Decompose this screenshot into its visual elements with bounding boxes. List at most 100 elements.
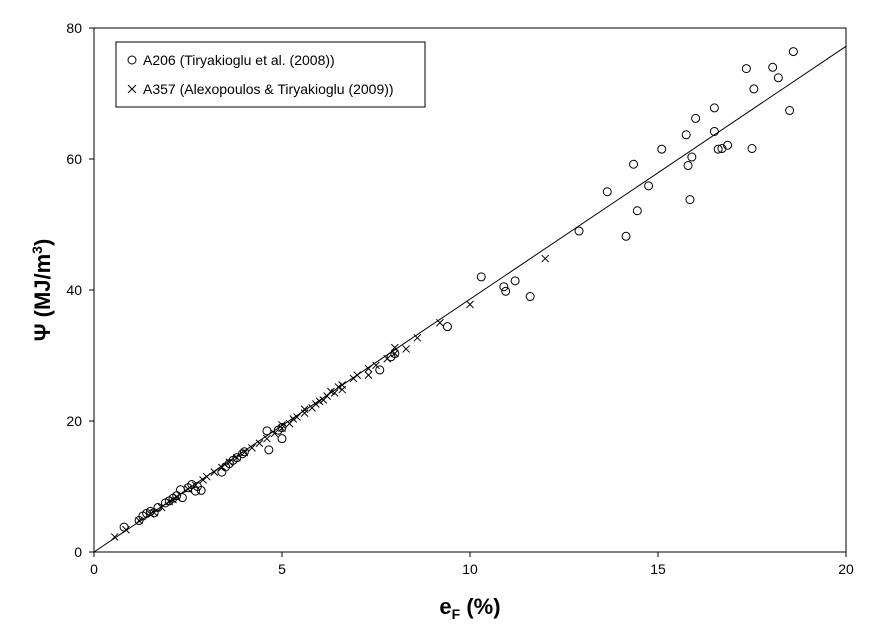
y-tick-label: 0	[74, 544, 82, 560]
point-a357	[165, 497, 174, 506]
point-a357	[225, 458, 234, 467]
point-a206	[476, 272, 486, 282]
point-a357	[402, 345, 410, 353]
data-points	[110, 47, 798, 541]
point-a206	[723, 140, 733, 150]
point-a357	[338, 381, 347, 389]
point-a357	[191, 481, 200, 490]
point-a357	[300, 405, 309, 414]
point-a357	[210, 468, 219, 476]
point-a357	[364, 371, 373, 380]
point-a206	[574, 226, 584, 236]
point-a357	[334, 383, 343, 391]
point-a357	[466, 300, 474, 309]
x-tick-label: 5	[278, 561, 286, 577]
point-a206	[768, 62, 778, 72]
point-a206	[709, 103, 719, 113]
x-tick-label: 0	[90, 561, 98, 577]
point-a357	[330, 388, 339, 397]
point-a206	[685, 195, 695, 205]
point-a206	[510, 276, 520, 286]
point-a206	[773, 73, 783, 83]
x-tick-label: 15	[650, 561, 666, 577]
point-a206	[632, 206, 642, 216]
point-a206	[196, 485, 206, 495]
legend: A206 (Tiryakioglu et al. (2008)) A357 (A…	[115, 41, 426, 108]
point-a206	[442, 322, 452, 332]
point-a206	[657, 144, 667, 154]
point-a357	[541, 254, 550, 263]
y-tick-label: 60	[66, 151, 82, 167]
point-a206	[691, 113, 701, 123]
point-a206	[239, 447, 249, 457]
point-a357	[353, 371, 362, 380]
point-a206	[525, 292, 535, 302]
point-a357	[390, 349, 399, 358]
point-a206	[177, 493, 187, 503]
point-a357	[323, 392, 331, 400]
legend-label-a206: A206 (Tiryakioglu et al. (2008))	[143, 52, 335, 68]
x-tick-label: 20	[838, 561, 854, 577]
point-a206	[713, 144, 723, 154]
point-a206	[709, 126, 719, 136]
x-axis-title: eF (%)	[439, 594, 500, 622]
point-a357	[248, 444, 256, 452]
point-a206	[788, 47, 798, 57]
point-a357	[240, 448, 249, 457]
point-a357	[169, 495, 177, 504]
point-a357	[311, 400, 320, 408]
point-a357	[217, 463, 226, 472]
point-a357	[383, 354, 392, 363]
point-a206	[238, 449, 248, 459]
point-a357	[255, 439, 264, 448]
y-tick-label: 20	[66, 413, 82, 429]
point-a357	[289, 415, 298, 423]
legend-marker-circle	[127, 55, 137, 65]
point-a206	[277, 434, 287, 444]
point-a357	[233, 453, 241, 462]
point-a206	[191, 486, 201, 496]
point-a357	[135, 516, 143, 525]
point-a206	[501, 286, 511, 296]
point-a206	[683, 161, 693, 171]
y-tick-label: 80	[66, 20, 82, 36]
point-a357	[285, 419, 294, 428]
point-a206	[741, 64, 751, 74]
point-a206	[375, 365, 385, 375]
point-a357	[372, 361, 380, 370]
point-a206	[262, 426, 272, 436]
point-a206	[145, 506, 155, 516]
point-a206	[749, 84, 759, 94]
point-a357	[172, 493, 181, 501]
point-a357	[364, 364, 373, 373]
point-a206	[629, 159, 639, 169]
axis-ticks: 0 5 10 15 20 0 20 40 60 80	[66, 20, 854, 577]
point-a357	[300, 409, 309, 417]
point-a357	[122, 525, 130, 534]
fit-line-group	[93, 45, 847, 553]
point-a357	[413, 333, 422, 342]
legend-marker-x	[127, 84, 137, 94]
point-a357	[390, 343, 399, 352]
point-a206	[499, 282, 509, 292]
point-a206	[390, 349, 400, 359]
point-a357	[157, 503, 166, 512]
legend-label-a357: A357 (Alexopoulos & Tiryakioglu (2009))	[143, 81, 394, 97]
y-axis-title: Ψ (MJ/m3)	[29, 239, 55, 342]
legend-box	[115, 41, 426, 108]
point-a357	[278, 421, 286, 429]
point-a357	[436, 318, 444, 327]
point-a206	[681, 130, 691, 140]
point-a206	[687, 152, 697, 162]
point-a206	[621, 231, 631, 241]
point-a357	[263, 434, 271, 443]
point-a206	[785, 106, 795, 116]
point-a206	[644, 181, 654, 191]
point-a357	[202, 472, 211, 481]
x-tick-label: 10	[462, 561, 478, 577]
point-a206	[602, 187, 612, 197]
point-a206	[264, 445, 274, 455]
point-a206	[277, 423, 287, 433]
point-a357	[278, 424, 286, 433]
point-a206	[747, 144, 757, 154]
